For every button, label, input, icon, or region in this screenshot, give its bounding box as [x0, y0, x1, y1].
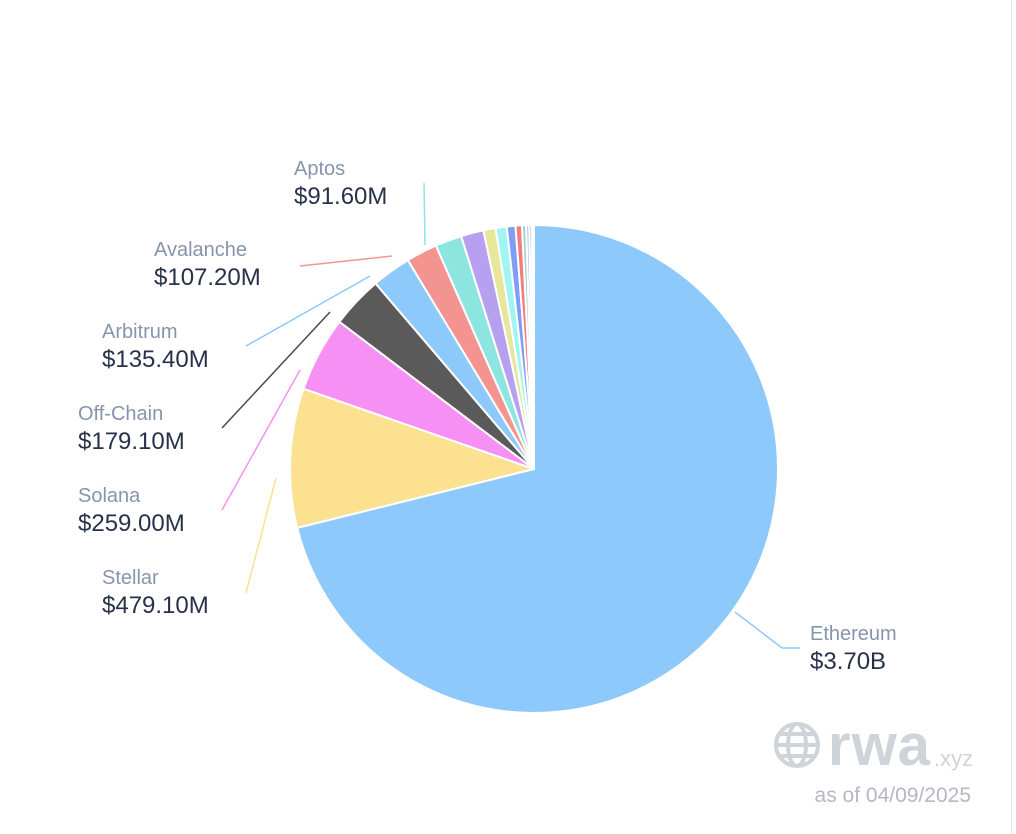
rwa-watermark: rwa .xyz [772, 713, 974, 778]
leader-line-stellar [245, 477, 277, 594]
slice-label-stellar: Stellar $479.10M [102, 566, 209, 622]
watermark-brand: rwa [828, 713, 931, 778]
leader-line-aptos [423, 182, 426, 246]
slice-value: $3.70B [810, 648, 887, 675]
leader-line-off-chain [221, 311, 331, 429]
slice-name: Ethereum [810, 623, 897, 645]
slice-name: Stellar [102, 567, 159, 589]
slice-label-ethereum: Ethereum $3.70B [810, 622, 897, 678]
pie-slice-other-15 [530, 224, 535, 470]
slice-label-arbitrum: Arbitrum $135.40M [102, 320, 209, 376]
slice-name: Avalanche [154, 239, 248, 261]
watermark-suffix: .xyz [933, 746, 974, 771]
slice-value: $179.10M [78, 428, 185, 455]
slice-label-solana: Solana $259.00M [78, 484, 185, 540]
slice-value: $107.20M [154, 264, 261, 291]
slice-value: $479.10M [102, 592, 209, 619]
slice-name: Off-Chain [78, 403, 164, 425]
slice-name: Solana [78, 485, 141, 507]
slice-value: $135.40M [102, 346, 209, 373]
pie-slice-ethereum [296, 224, 779, 714]
slice-value: $259.00M [78, 510, 185, 537]
leader-line-avalanche [299, 255, 393, 267]
leader-line-ethereum [734, 611, 800, 649]
as-of-date: as of 04/09/2025 [814, 784, 971, 807]
slice-label-avalanche: Avalanche $107.20M [154, 238, 261, 294]
pie-slice-stellar [289, 387, 535, 529]
globe-icon [774, 722, 820, 768]
slice-name: Aptos [294, 158, 346, 180]
slice-label-off-chain: Off-Chain $179.10M [78, 402, 185, 458]
leader-line-solana [221, 369, 301, 511]
slice-label-aptos: Aptos $91.60M [294, 157, 387, 213]
slice-value: $91.60M [294, 183, 388, 210]
leader-line-arbitrum [245, 275, 371, 347]
slice-name: Arbitrum [102, 321, 178, 343]
